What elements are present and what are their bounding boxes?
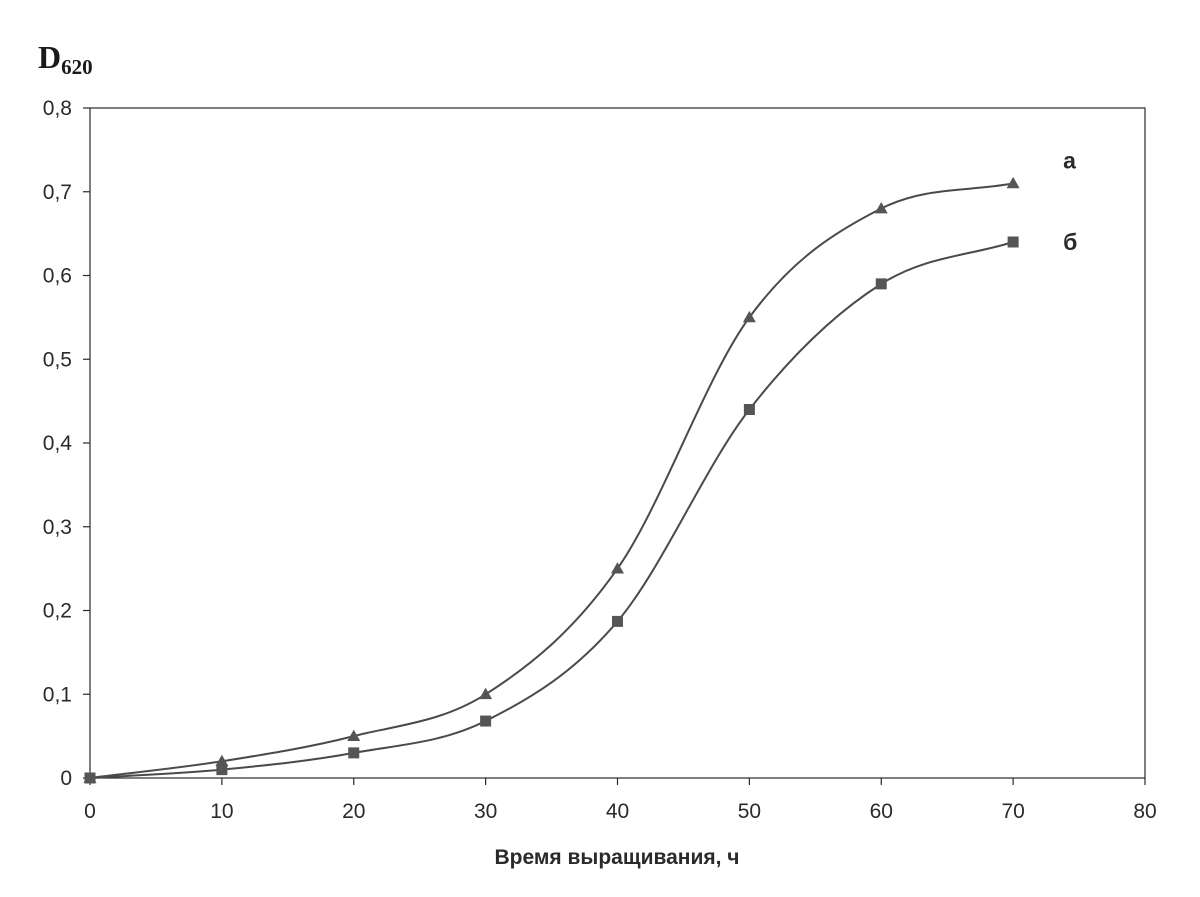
y-axis-title: D620 — [38, 39, 93, 79]
data-point-square — [84, 772, 96, 784]
data-point-triangle — [479, 687, 493, 700]
data-point-triangle — [742, 310, 756, 323]
data-point-square — [612, 615, 623, 627]
labels-layer: аб — [1063, 147, 1077, 255]
data-point-square — [743, 404, 755, 415]
series-line-a — [89, 182, 1014, 779]
x-tick-label: 10 — [210, 800, 233, 823]
data-point-square — [348, 747, 360, 759]
x-axis-title: Время выращивания, ч — [494, 846, 739, 869]
y-tick-label: 0,1 — [43, 683, 72, 706]
data-point-triangle — [347, 729, 361, 741]
x-tick-label: 70 — [1001, 800, 1024, 823]
series-label-a: а — [1063, 147, 1076, 173]
y-tick-label: 0,3 — [43, 516, 72, 539]
data-point-square — [875, 278, 887, 290]
data-point-triangle — [874, 202, 888, 214]
y-axis-title-subscript: 620 — [61, 55, 93, 79]
data-point-triangle — [1006, 176, 1020, 189]
y-tick-label: 0 — [60, 767, 72, 790]
y-tick-label: 0,2 — [43, 600, 72, 623]
series-line-b — [89, 241, 1014, 779]
y-axis-title-main: D — [38, 39, 61, 75]
y-tick-label: 0,5 — [43, 348, 72, 371]
x-tick-label: 60 — [870, 800, 893, 823]
x-tick-label: 50 — [738, 800, 761, 823]
data-point-triangle — [611, 562, 624, 574]
x-tick-label: 40 — [606, 800, 629, 823]
x-tick-label: 80 — [1133, 800, 1156, 823]
ticks-layer: 0 10 20 30 40 50 60 70 80 0 0,1 0,2 0,3 0,4 0,5 0,6 0,7 0… — [43, 97, 1157, 823]
lines-layer — [89, 182, 1014, 779]
plot-frame — [89, 107, 1146, 779]
y-tick-label: 0,8 — [43, 97, 72, 120]
series-label-b: б — [1063, 229, 1077, 255]
data-point-triangle — [215, 754, 229, 767]
x-tick-label: 0 — [84, 800, 96, 823]
x-tick-label: 30 — [474, 800, 497, 823]
data-point-square — [480, 715, 492, 727]
y-tick-label: 0,6 — [43, 265, 72, 288]
y-tick-label: 0,7 — [43, 181, 72, 204]
y-tick-label: 0,4 — [43, 432, 73, 455]
x-tick-label: 20 — [342, 800, 365, 823]
plot-area — [89, 107, 1146, 779]
data-point-square — [216, 764, 228, 776]
markers-layer — [83, 176, 1020, 784]
data-point-square — [1007, 236, 1019, 248]
